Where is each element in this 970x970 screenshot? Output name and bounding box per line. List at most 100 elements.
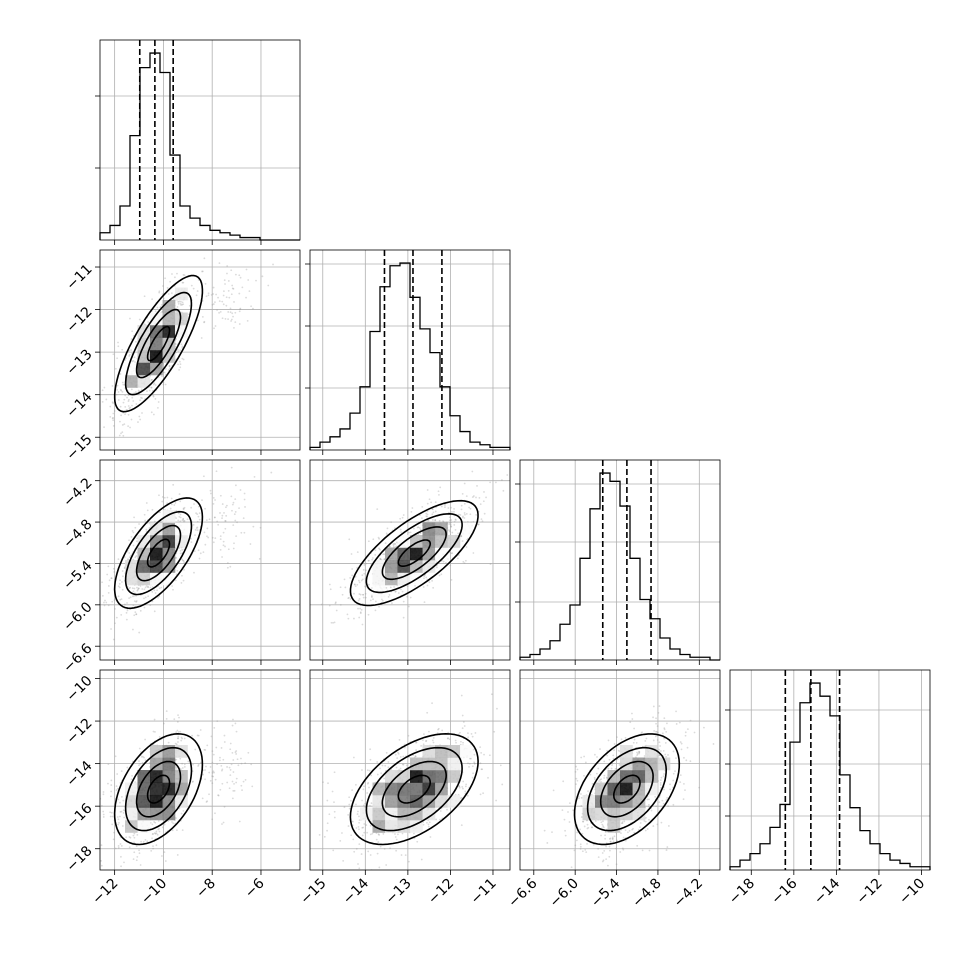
scatter-point	[240, 762, 243, 765]
scatter-point	[101, 581, 104, 584]
scatter-point	[218, 300, 221, 302]
scatter-point	[105, 398, 108, 401]
scatter-point	[374, 549, 377, 552]
scatter-point	[118, 582, 121, 585]
scatter-point	[662, 802, 665, 805]
scatter-point	[198, 512, 201, 515]
scatter-point	[235, 753, 238, 755]
scatter-point	[479, 503, 482, 506]
scatter-point	[199, 552, 202, 555]
scatter-point	[181, 558, 183, 561]
scatter-point	[219, 494, 222, 497]
scatter-point	[103, 386, 106, 389]
scatter-point	[172, 822, 175, 825]
scatter-point	[97, 814, 99, 816]
scatter-point	[136, 834, 139, 836]
scatter-point	[423, 575, 426, 578]
scatter-point	[511, 767, 513, 769]
scatter-point	[215, 293, 218, 296]
scatter-point	[350, 799, 352, 802]
scatter-point	[242, 517, 245, 520]
scatter-point	[434, 501, 437, 504]
scatter-point	[227, 311, 230, 313]
scatter-point	[343, 578, 346, 581]
scatter-point	[387, 761, 390, 763]
scatter-point	[107, 604, 110, 607]
scatter-point	[450, 523, 452, 526]
scatter-point	[186, 518, 189, 521]
scatter-point	[453, 524, 456, 526]
scatter-point	[112, 419, 115, 422]
scatter-point	[431, 513, 434, 516]
contour-line	[397, 539, 431, 567]
scatter-point	[125, 357, 127, 360]
scatter-point	[352, 838, 355, 841]
panel-2-1	[309, 459, 511, 665]
scatter-point	[212, 497, 215, 499]
scatter-point	[207, 536, 210, 539]
scatter-point	[121, 431, 124, 434]
scatter-point	[463, 482, 466, 485]
scatter-point	[395, 849, 398, 852]
scatter-point	[235, 535, 238, 538]
scatter-point	[239, 276, 242, 279]
scatter-point	[162, 285, 164, 287]
scatter-point	[150, 386, 153, 389]
scatter-point	[154, 731, 156, 733]
scatter-point	[222, 544, 225, 547]
contour-line	[124, 746, 193, 832]
scatter-point	[358, 616, 361, 619]
density-cell	[175, 535, 188, 548]
scatter-point	[353, 583, 356, 586]
scatter-point	[339, 586, 342, 589]
scatter-point	[361, 799, 363, 802]
contour-line	[135, 308, 182, 379]
scatter-point	[161, 826, 164, 829]
scatter-point	[192, 780, 194, 783]
scatter-point	[473, 762, 476, 765]
scatter-point	[371, 587, 373, 589]
density-cell	[175, 782, 188, 796]
density-cell	[125, 560, 138, 573]
scatter-point	[216, 309, 218, 311]
scatter-point	[659, 787, 662, 789]
scatter-point	[428, 730, 430, 733]
scatter-point	[462, 721, 465, 723]
scatter-point	[348, 538, 351, 541]
scatter-point	[120, 795, 123, 798]
contour-line	[124, 291, 193, 396]
scatter-point	[179, 520, 182, 523]
scatter-point	[133, 595, 136, 597]
scatter-point	[476, 485, 478, 487]
scatter-point	[151, 590, 154, 593]
panel-frame	[99, 249, 301, 451]
scatter-point	[117, 341, 119, 344]
scatter-point	[122, 812, 125, 814]
scatter-point	[175, 556, 178, 559]
scatter-point	[352, 820, 354, 823]
scatter-point	[193, 550, 196, 553]
scatter-point	[371, 595, 373, 598]
scatter-point	[451, 531, 454, 534]
scatter-point	[138, 523, 140, 525]
scatter-point	[367, 540, 370, 543]
scatter-point	[139, 609, 142, 612]
scatter-point	[103, 604, 106, 607]
scatter-point	[120, 613, 123, 616]
scatter-point	[432, 741, 435, 744]
scatter-point	[178, 360, 181, 363]
scatter-point	[632, 827, 634, 830]
scatter-point	[418, 527, 421, 529]
scatter-point	[163, 851, 166, 854]
scatter-point	[325, 876, 327, 878]
density-cell	[397, 807, 411, 821]
scatter-point	[348, 803, 351, 806]
scatter-point	[448, 519, 451, 522]
scatter-point	[332, 849, 335, 852]
scatter-point	[135, 403, 138, 405]
scatter-point	[358, 819, 361, 822]
scatter-point	[465, 546, 468, 548]
scatter-point	[395, 838, 398, 841]
scatter-point	[437, 490, 440, 493]
scatter-point	[389, 847, 391, 850]
